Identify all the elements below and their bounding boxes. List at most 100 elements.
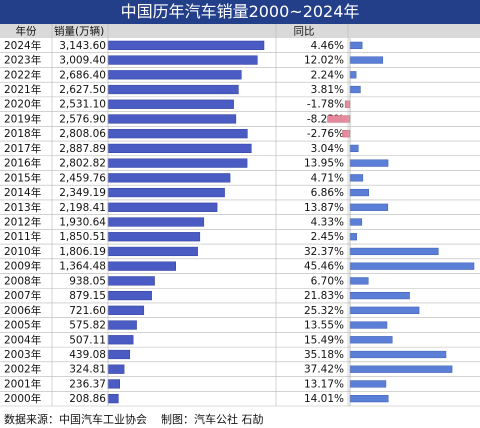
- sales-bar: [107, 129, 248, 139]
- sales-bar: [107, 217, 205, 227]
- sales-bar: [107, 261, 176, 271]
- yoy-bar-positive: [349, 144, 359, 153]
- year-cell: 2017年: [4, 142, 41, 155]
- yoy-cell: 4.46%: [311, 40, 344, 52]
- yoy-bar-positive: [349, 306, 420, 314]
- yoy-cell: 25.32%: [304, 305, 344, 317]
- source-note: 数据来源：中国汽车工业协会: [4, 413, 147, 426]
- sales-bar: [107, 349, 131, 360]
- year-cell: 2019年: [4, 112, 41, 125]
- sales-bar: [107, 335, 134, 345]
- sales-cell: 324.81: [69, 364, 106, 376]
- yoy-bar-positive: [349, 233, 357, 241]
- sales-cell: 208.86: [69, 393, 106, 405]
- sales-cell: 236.37: [69, 378, 106, 390]
- yoy-cell: 14.01%: [304, 393, 344, 405]
- sales-bar: [107, 55, 258, 65]
- header-sales: 销量(万辆): [54, 25, 104, 38]
- sales-cell: 2,887.89: [59, 143, 106, 155]
- yoy-bar-positive: [349, 188, 369, 197]
- sales-cell: 1,806.19: [59, 246, 106, 258]
- sales-bar: [107, 364, 125, 374]
- yoy-cell: 2.45%: [311, 231, 344, 243]
- sales-bar: [107, 379, 120, 389]
- sales-cell: 2,627.50: [59, 84, 106, 96]
- year-cell: 2009年: [4, 260, 41, 273]
- yoy-cell: -2.76%: [307, 128, 344, 140]
- yoy-bar-positive: [349, 159, 389, 167]
- yoy-bar-positive: [349, 174, 364, 182]
- sales-bar: [107, 276, 155, 286]
- sales-cell: 2,576.90: [59, 113, 106, 125]
- year-cell: 2001年: [4, 377, 41, 390]
- chart-title: 中国历年汽车销量2000~2024年: [0, 0, 480, 24]
- yoy-cell: 21.83%: [304, 290, 344, 302]
- sales-cell: 2,531.10: [59, 99, 106, 111]
- footer: 数据来源：中国汽车工业协会 制图：汽车公社 石劼: [4, 412, 264, 428]
- year-cell: 2002年: [4, 363, 41, 376]
- sales-cell: 575.82: [69, 320, 106, 332]
- sales-cell: 2,198.41: [59, 202, 106, 214]
- sales-bar: [107, 290, 152, 301]
- sales-cell: 2,808.06: [59, 128, 106, 140]
- sales-bar: [107, 305, 145, 315]
- year-cell: 2021年: [4, 83, 41, 96]
- sales-bar: [107, 40, 265, 50]
- yoy-bar-positive: [349, 203, 389, 211]
- yoy-bar-positive: [349, 380, 387, 388]
- yoy-bar-positive: [349, 321, 388, 329]
- yoy-bar-positive: [349, 291, 410, 300]
- year-cell: 2023年: [4, 54, 41, 67]
- year-cell: 2014年: [4, 186, 41, 199]
- sales-cell: 879.15: [69, 290, 106, 302]
- sales-cell: 3,009.40: [59, 55, 106, 67]
- sales-table-chart: 年份 销量(万辆) 同比 2024年 3,143.60 4.46% 2023年 3,009.4…: [0, 24, 480, 407]
- sales-bar: [107, 173, 231, 183]
- yoy-bar-positive: [349, 277, 369, 285]
- sales-cell: 2,686.40: [59, 69, 106, 81]
- sales-cell: 2,349.19: [59, 187, 106, 199]
- yoy-cell: 15.49%: [304, 334, 344, 346]
- yoy-bar-negative: [342, 130, 351, 138]
- yoy-bar-positive: [349, 56, 384, 64]
- yoy-cell: 13.95%: [304, 158, 344, 170]
- year-cell: 2013年: [4, 201, 41, 214]
- yoy-bar-positive: [349, 85, 361, 94]
- sales-bar: [107, 70, 242, 80]
- sales-cell: 938.05: [69, 275, 106, 287]
- sales-bar: [107, 246, 198, 257]
- yoy-cell: 2.24%: [311, 69, 344, 81]
- sales-bar: [107, 232, 201, 242]
- header-year: 年份: [16, 25, 37, 38]
- year-cell: 2011年: [4, 230, 41, 243]
- sales-cell: 507.11: [69, 334, 106, 346]
- year-cell: 2005年: [4, 319, 41, 332]
- sales-bar: [107, 394, 119, 404]
- yoy-cell: 45.46%: [304, 261, 344, 273]
- yoy-cell: 6.70%: [311, 275, 344, 287]
- year-cell: 2004年: [4, 333, 41, 346]
- yoy-cell: 4.33%: [311, 217, 344, 229]
- yoy-bar-positive: [349, 350, 447, 359]
- sales-cell: 439.08: [69, 349, 106, 361]
- yoy-bar-negative: [344, 100, 351, 108]
- sales-bar: [107, 320, 137, 330]
- year-cell: 2000年: [4, 392, 41, 405]
- sales-bar: [107, 202, 218, 212]
- year-cell: 2010年: [4, 245, 41, 258]
- year-cell: 2007年: [4, 289, 41, 302]
- yoy-cell: -1.78%: [307, 99, 344, 111]
- sales-bar: [107, 143, 252, 154]
- yoy-cell: 12.02%: [304, 55, 344, 67]
- sales-cell: 721.60: [69, 305, 106, 317]
- year-cell: 2015年: [4, 171, 41, 184]
- yoy-bar-negative: [327, 115, 351, 123]
- sales-bar: [107, 187, 225, 198]
- sales-cell: 1,850.51: [59, 231, 106, 243]
- yoy-cell: 37.42%: [304, 364, 344, 376]
- yoy-cell: 3.04%: [311, 143, 344, 155]
- yoy-bar-positive: [349, 247, 439, 256]
- yoy-cell: 3.81%: [311, 84, 344, 96]
- footer-spacer: [151, 413, 158, 426]
- yoy-bar-positive: [349, 71, 357, 79]
